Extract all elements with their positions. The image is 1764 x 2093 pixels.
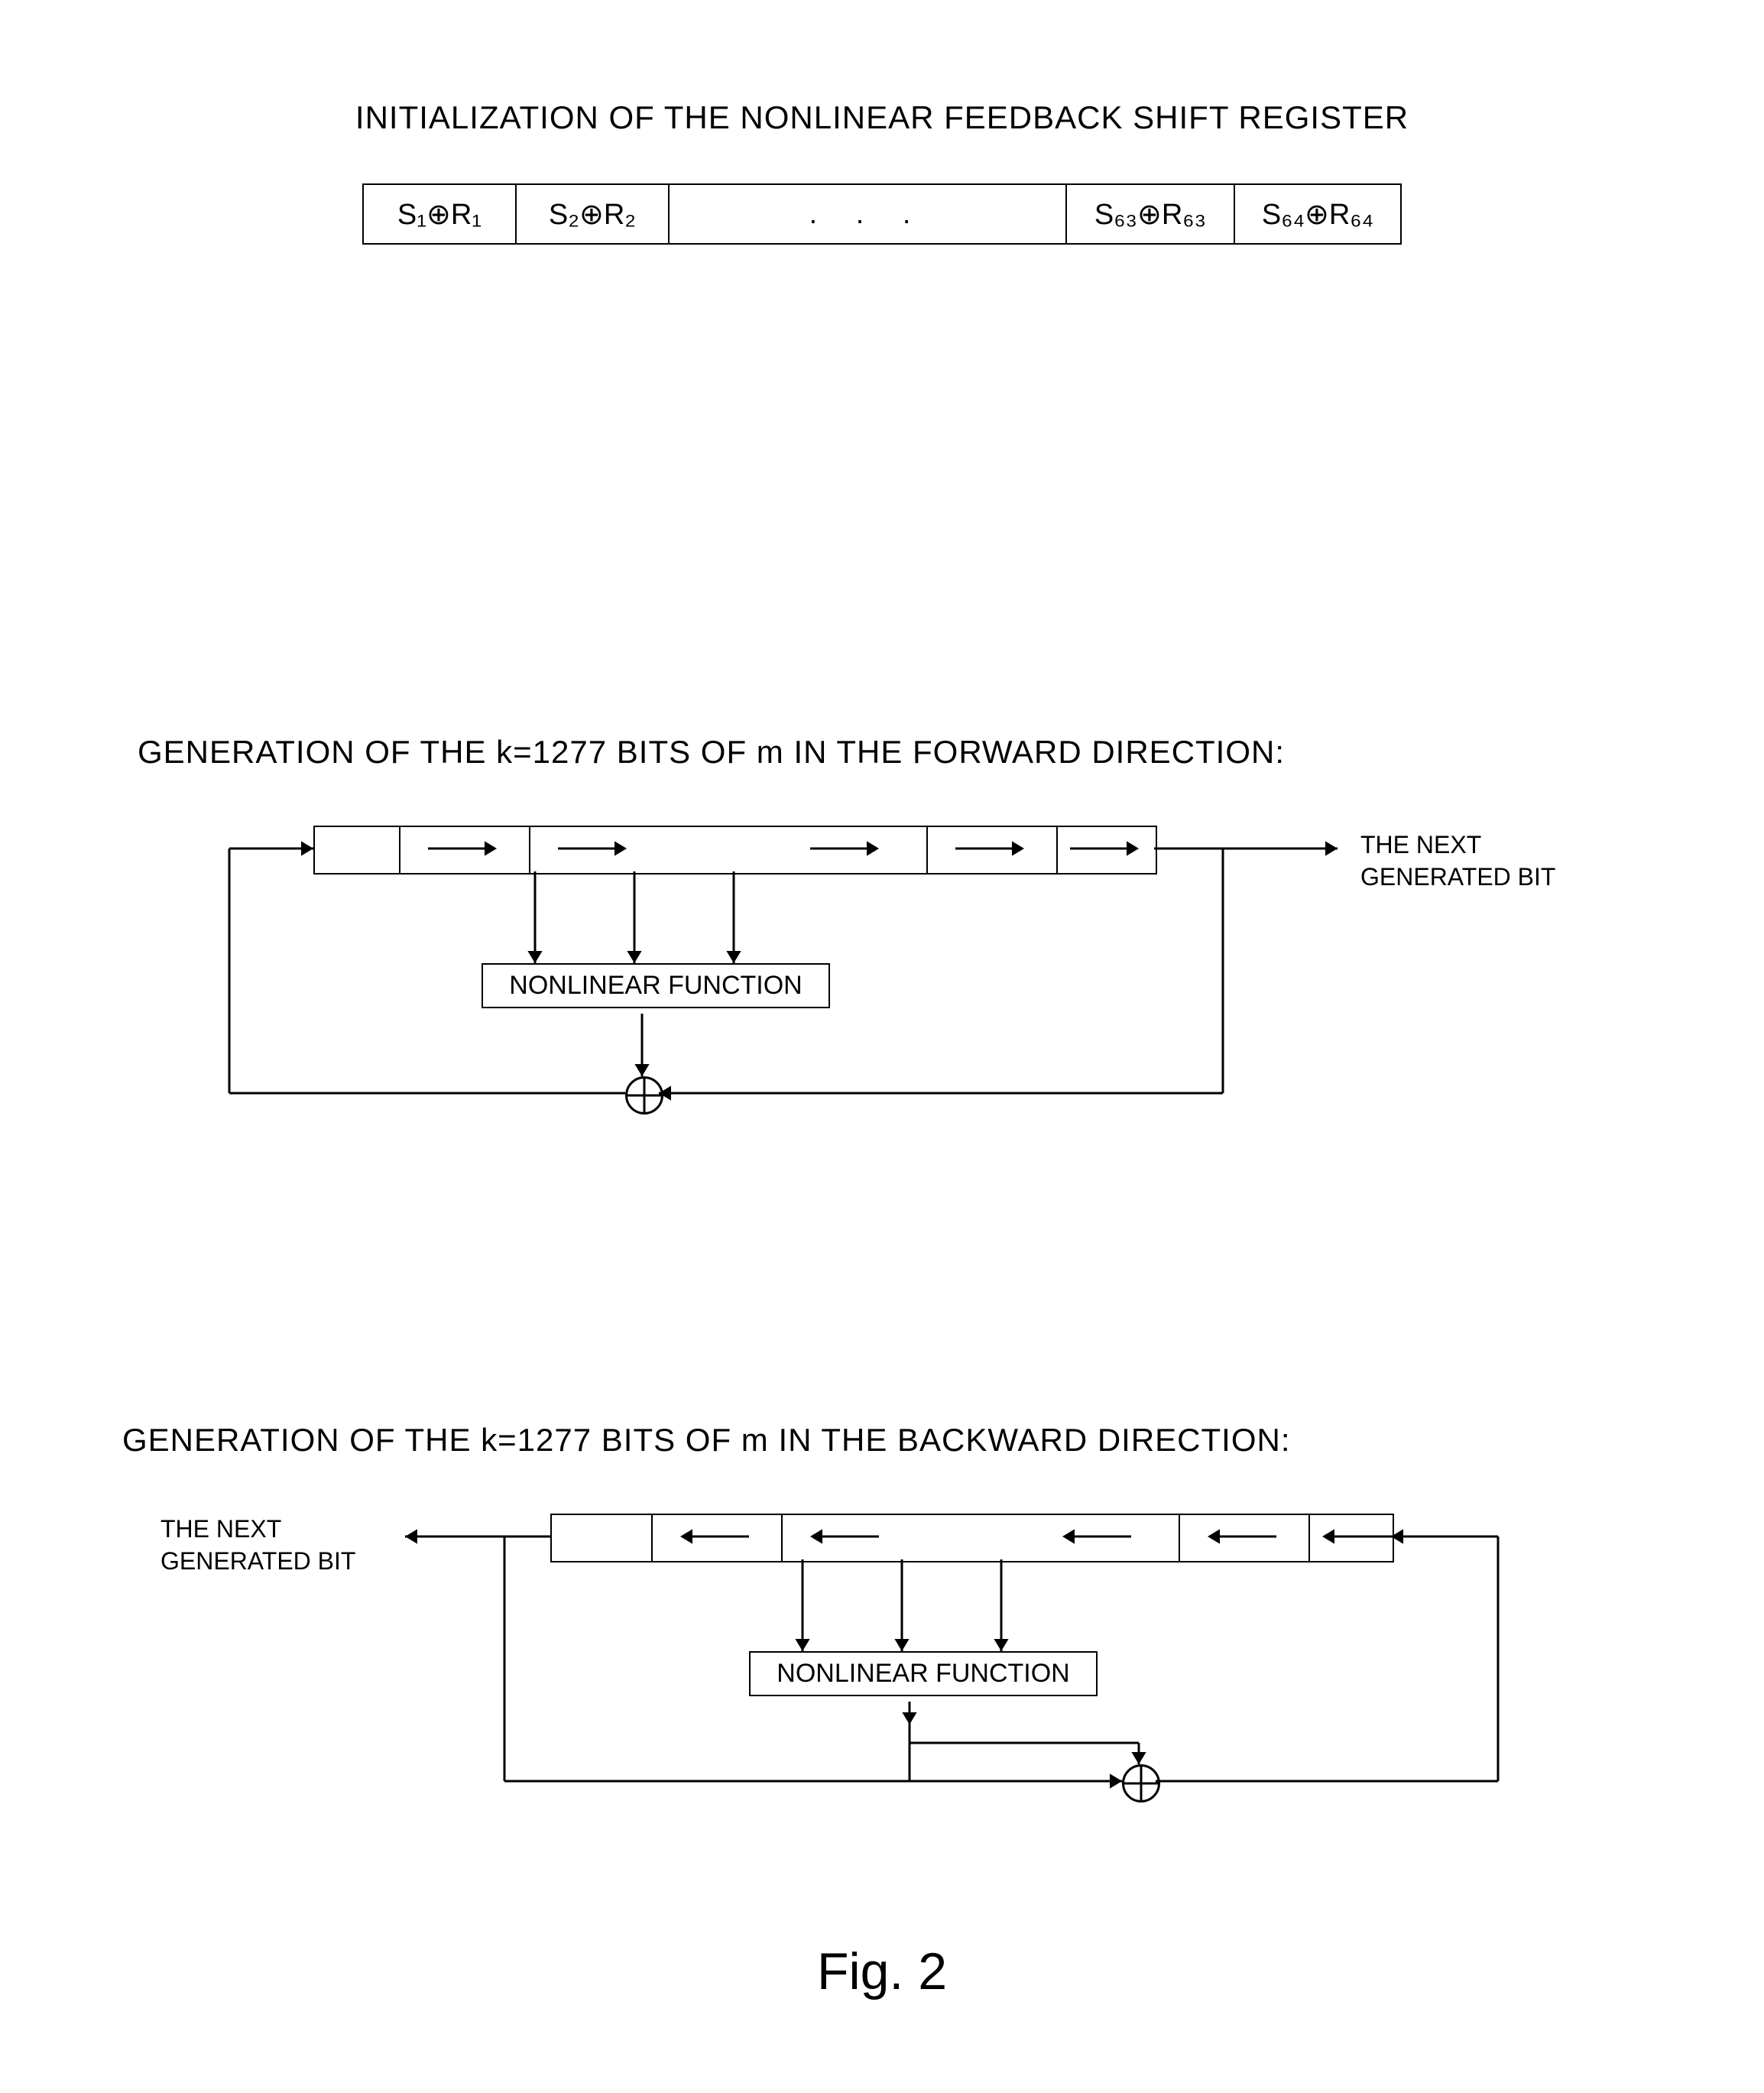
diagram-lines bbox=[0, 0, 1764, 2093]
